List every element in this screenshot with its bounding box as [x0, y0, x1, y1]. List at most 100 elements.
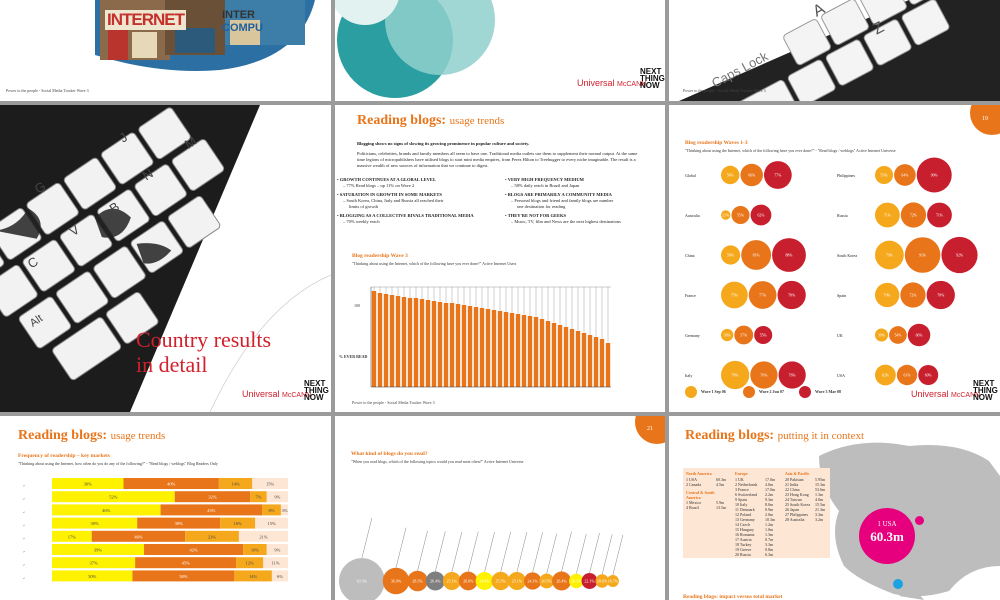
topic-bubble: [569, 573, 584, 589]
segment-label: 8%: [268, 508, 274, 513]
bar: [575, 331, 581, 387]
segment-label: 9%: [274, 548, 280, 553]
bubble-value: 76%: [760, 374, 768, 378]
market-row: 15 Hungary 1.0m: [735, 527, 775, 532]
legend-wave1: Wave 1 Sep 06: [701, 389, 726, 394]
slide-thumbnail-6[interactable]: 19 Blog readership Waves 1-3 "Thinking a…: [669, 105, 1000, 412]
topic-leader: [612, 534, 624, 576]
stacked-segment: [91, 530, 186, 542]
wave-bubble: [721, 245, 741, 265]
topic-leader: [500, 531, 511, 572]
market-value: 6.3m: [765, 552, 774, 557]
bar: [503, 312, 509, 387]
bubble-value: 77%: [774, 174, 782, 178]
slide-thumbnail-1[interactable]: INTERNET INTER COMPU Power to the people…: [0, 0, 331, 101]
topic-value: 25.1%: [447, 579, 458, 584]
wave-bubble: [907, 323, 931, 347]
bar: [455, 304, 461, 387]
stacked-segment: [144, 544, 244, 555]
market-value: 21.3m: [815, 507, 826, 512]
wave-bubble: [740, 163, 763, 187]
bar: [371, 291, 377, 387]
stacked-segment: [266, 544, 288, 555]
segment-label: 9%: [274, 495, 280, 500]
stacked-segment: [250, 491, 267, 503]
stacked-segment: [271, 570, 288, 582]
market-name: 1 Mexico: [686, 500, 702, 505]
legend-wave3: Wave 3 Mar 08: [815, 389, 842, 394]
market-value: 1.0m: [765, 527, 774, 532]
bar: [443, 303, 449, 387]
slide-title: Reading blogs: usage trends: [18, 428, 166, 443]
y-axis-top: 100: [354, 303, 360, 308]
bubble-value: 64%: [901, 174, 909, 178]
bar: [413, 298, 419, 387]
topic-leader: [532, 532, 543, 573]
bubble-value: 78%: [732, 374, 740, 378]
market-name: 15 Hungary: [735, 527, 754, 532]
stacked-segment: [234, 570, 272, 582]
slide-thumbnail-5[interactable]: Reading blogs: usage trends Blogging sho…: [335, 105, 665, 412]
segment-label: 30%: [88, 574, 97, 579]
slide-thumbnail-2[interactable]: Universal McCANN NEXT THING NOW: [335, 0, 665, 101]
market-name: 27 Philippines: [785, 512, 809, 517]
topic-leader: [546, 533, 557, 574]
bar: [587, 335, 593, 387]
country-label: Global: [685, 173, 697, 178]
wave-bubble: [918, 365, 939, 385]
market-name: 14 Czech: [735, 522, 750, 527]
wave-bubble: [748, 281, 777, 309]
wave-bubble: [875, 202, 900, 228]
keyboard-photo: [669, 0, 1000, 101]
slide-thumbnail-3[interactable]: A Z Caps Lock Power to the people - Soci…: [669, 0, 1000, 101]
stacked-segment: [263, 557, 288, 569]
stacked-segment: [280, 504, 288, 516]
slide-thumbnail-9[interactable]: Reading blogs: putting it in context Nor…: [669, 416, 1000, 600]
bar: [599, 339, 605, 387]
bubble-value: 72%: [910, 214, 918, 218]
slide-thumbnail-4[interactable]: J M N B G V C Alt Country results in det…: [0, 105, 331, 412]
bar: [563, 327, 569, 387]
stacked-segment: [185, 530, 239, 542]
stacked-segment: [52, 530, 92, 542]
bubble-value: 62%: [882, 374, 890, 378]
bar: [479, 308, 485, 387]
wave-bubble: [894, 164, 916, 186]
wave-bubble: [721, 328, 734, 342]
wave-bubble: [721, 165, 740, 185]
bar: [527, 316, 533, 387]
market-row: 10 Italy 8.0m: [735, 502, 775, 507]
wave-bubble: [734, 325, 754, 345]
topic-value: 20.1%: [571, 579, 582, 584]
market-row: 6 Switzerland 2.2m: [735, 492, 775, 497]
sign-internet: INTERNET: [105, 10, 186, 30]
market-value: 1.3m: [765, 532, 774, 537]
frequency-stacked-bar-chart: ~30% 40% 14% 15% ~ 52% 32% 7% 9% ~ 46% 43% 8% 3% ~ 39% 3…: [22, 478, 288, 582]
callout-value: 60.3m: [870, 529, 904, 544]
segment-label: 37%: [89, 561, 98, 566]
bar: [425, 300, 431, 387]
wave-bubble: [721, 360, 750, 390]
bubble-value: 55%: [881, 174, 889, 178]
legend-swatch-wave3: [799, 386, 811, 398]
market-row: 2 Netherlands 4.0m: [735, 482, 775, 487]
bar: [497, 311, 503, 387]
slide-thumbnail-7[interactable]: Reading blogs: usage trends Frequency of…: [0, 416, 331, 600]
segment-label: 38%: [179, 574, 188, 579]
stacked-segment: [52, 570, 133, 582]
topic-value: 18.6%: [597, 579, 608, 584]
chart-question: "Thinking about using the Internet, whic…: [685, 148, 896, 153]
bullets-right: • VERY HIGH FREQUENCY MEDIUM – 58% daily…: [505, 177, 621, 224]
topic-value: 24.1%: [527, 579, 538, 584]
topic-leader: [589, 533, 600, 574]
y-axis-label: % EVER READ: [339, 354, 368, 359]
market-row: 11 Denmark 0.9m: [735, 507, 775, 512]
market-value: 15.5m: [815, 502, 826, 507]
market-size-table: North America 1 USA 60.3m 2 Canada 4.5m Cen…: [683, 468, 830, 558]
topic-value: 16.7%: [608, 579, 619, 584]
topic-bubble: [458, 571, 478, 591]
bubble-value: 56%: [727, 174, 735, 178]
wave-bubble: [916, 157, 952, 193]
country-label: Germany: [685, 333, 700, 338]
slide-thumbnail-8[interactable]: 21 What kind of blogs do you read? "When…: [335, 416, 665, 600]
